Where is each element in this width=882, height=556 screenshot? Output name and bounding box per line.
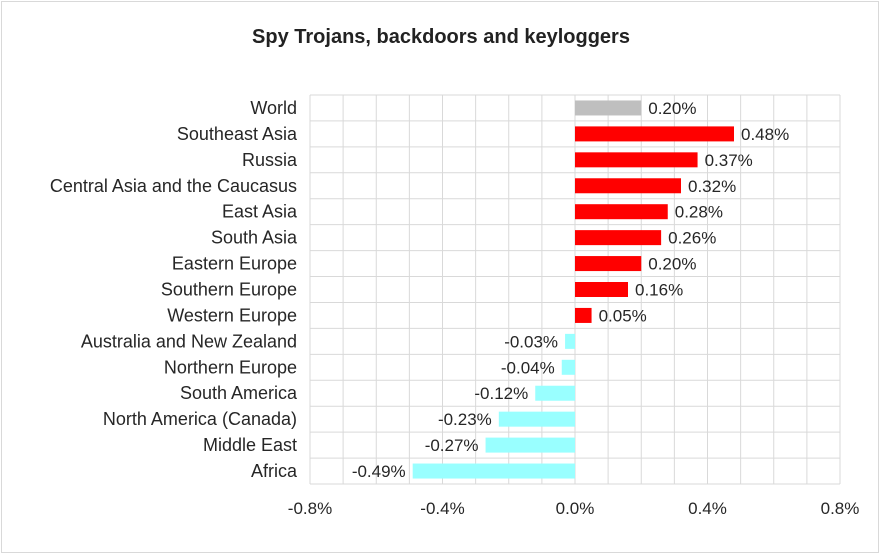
bar-east-asia <box>575 204 668 220</box>
value-label: 0.20% <box>648 255 696 274</box>
value-label: 0.26% <box>668 229 716 248</box>
value-label: 0.20% <box>648 99 696 118</box>
category-label: South Asia <box>211 228 298 248</box>
category-label: Western Europe <box>167 305 297 325</box>
category-label: Southeast Asia <box>177 124 298 144</box>
value-label: -0.23% <box>438 410 492 429</box>
chart-title: Spy Trojans, backdoors and keyloggers <box>252 26 630 48</box>
category-label: South America <box>180 383 298 403</box>
value-label: 0.05% <box>599 306 647 325</box>
category-label: Middle East <box>203 435 297 455</box>
bar-eastern-europe <box>575 256 642 272</box>
category-label: World <box>250 98 297 118</box>
bar-australia-and-new-zealand <box>565 333 575 349</box>
value-label: 0.32% <box>688 177 736 196</box>
value-label: 0.16% <box>635 281 683 300</box>
bar-north-america-canada- <box>498 411 575 427</box>
value-label: 0.28% <box>675 203 723 222</box>
bar-western-europe <box>575 307 592 323</box>
bar-russia <box>575 152 698 168</box>
value-label: -0.27% <box>425 436 479 455</box>
value-label: -0.49% <box>352 462 406 481</box>
bar-south-america <box>535 385 575 401</box>
value-label: -0.04% <box>501 358 555 377</box>
bar-world <box>575 100 642 116</box>
bar-central-asia-and-the-caucasus <box>575 178 681 194</box>
bar-southern-europe <box>575 282 628 297</box>
value-label: -0.03% <box>504 332 558 351</box>
value-label: 0.37% <box>705 151 753 170</box>
value-label: 0.48% <box>741 125 789 144</box>
category-label: Northern Europe <box>164 357 297 377</box>
category-label: Central Asia and the Caucasus <box>50 176 297 196</box>
category-label: North America (Canada) <box>103 409 297 429</box>
bar-southeast-asia <box>575 126 734 142</box>
category-label: Eastern Europe <box>172 254 297 274</box>
bar-northern-europe <box>561 359 575 375</box>
category-label: Russia <box>242 150 298 170</box>
bar-middle-east <box>485 437 575 453</box>
category-label: Africa <box>251 461 298 481</box>
x-tick-label: -0.4% <box>420 499 464 518</box>
bar-south-asia <box>575 230 662 246</box>
x-tick-label: 0.8% <box>821 499 860 518</box>
category-label: Australia and New Zealand <box>81 331 297 351</box>
value-label: -0.12% <box>474 384 528 403</box>
x-tick-label: 0.0% <box>556 499 595 518</box>
category-label: East Asia <box>222 202 298 222</box>
x-tick-label: 0.4% <box>688 499 727 518</box>
x-tick-label: -0.8% <box>288 499 332 518</box>
bar-africa <box>412 463 575 479</box>
category-label: Southern Europe <box>161 280 297 300</box>
